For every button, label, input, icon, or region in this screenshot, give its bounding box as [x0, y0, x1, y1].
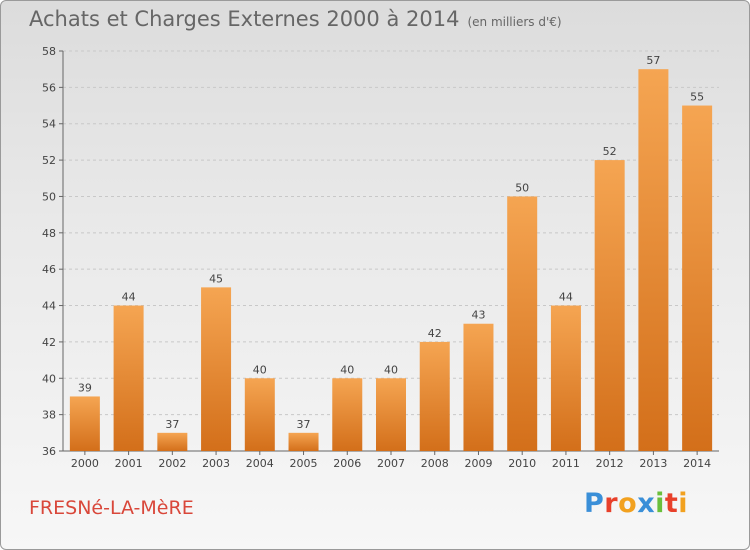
bar-2006 — [332, 378, 363, 451]
logo-letter: r — [604, 488, 619, 519]
data-label-2000: 39 — [78, 381, 92, 394]
bar-2002 — [157, 432, 188, 451]
logo-letter: x — [637, 488, 656, 519]
bar-2013 — [638, 69, 669, 451]
data-label-2005: 37 — [297, 418, 311, 431]
logo-letter: i — [678, 488, 689, 519]
data-label-2006: 40 — [340, 363, 354, 376]
bar-2012 — [594, 160, 625, 451]
y-tick-label: 48 — [42, 227, 56, 240]
data-label-2003: 45 — [209, 272, 223, 285]
bars — [69, 69, 713, 451]
proxiti-logo: Proxiti — [584, 488, 688, 519]
x-tick-label-2000: 2000 — [71, 457, 99, 470]
data-label-2012: 52 — [603, 145, 617, 158]
data-label-2008: 42 — [428, 327, 442, 340]
y-tick-label: 40 — [42, 372, 56, 385]
y-tick-label: 50 — [42, 190, 56, 203]
data-label-2004: 40 — [253, 363, 267, 376]
bar-2008 — [419, 341, 450, 451]
x-tick-label-2007: 2007 — [377, 457, 405, 470]
x-tick-label-2006: 2006 — [333, 457, 361, 470]
bar-2004 — [244, 378, 275, 451]
y-tick-label: 42 — [42, 336, 56, 349]
bar-2001 — [113, 305, 144, 451]
bar-2000 — [69, 396, 100, 451]
logo-letter: P — [584, 488, 605, 519]
y-tick-label: 56 — [42, 81, 56, 94]
x-tick-label-2004: 2004 — [246, 457, 274, 470]
data-label-2001: 44 — [122, 291, 136, 304]
bar-2010 — [507, 196, 538, 451]
x-tick-label-2001: 2001 — [115, 457, 143, 470]
data-label-2009: 43 — [471, 309, 485, 322]
y-tick-label: 58 — [42, 45, 56, 58]
x-tick-label-2009: 2009 — [464, 457, 492, 470]
y-tick-label: 44 — [42, 300, 56, 313]
bar-2009 — [463, 323, 494, 451]
chart-unit-label: (en milliers d'€) — [467, 15, 562, 29]
bar-2007 — [376, 378, 406, 451]
x-tick-label-2013: 2013 — [639, 457, 667, 470]
logo-letter: t — [664, 488, 679, 519]
logo-letter: i — [655, 488, 665, 519]
y-tick-label: 36 — [42, 445, 56, 458]
data-label-2010: 50 — [515, 181, 529, 194]
data-label-2002: 37 — [165, 418, 179, 431]
y-tick-label: 54 — [42, 118, 56, 131]
bar-2011 — [550, 305, 581, 451]
x-tick-label-2003: 2003 — [202, 457, 230, 470]
town-name: FRESNé-LA-MèRE — [29, 497, 194, 519]
x-tick-label-2012: 2012 — [596, 457, 624, 470]
chart-title: Achats et Charges Externes 2000 à 2014 (e… — [29, 7, 562, 31]
chart-title-text: Achats et Charges Externes 2000 à 2014 — [29, 7, 460, 31]
labels: 36 38 40 42 44 46 48 50 52 54 56 58 39 2000 44 2001 37 20… — [42, 45, 711, 470]
y-tick-label: 46 — [42, 263, 56, 276]
data-label-2007: 40 — [384, 363, 398, 376]
y-tick-label: 38 — [42, 409, 56, 422]
x-tick-label-2011: 2011 — [552, 457, 580, 470]
x-tick-label-2008: 2008 — [421, 457, 449, 470]
data-label-2014: 55 — [690, 91, 704, 104]
data-label-2011: 44 — [559, 291, 573, 304]
x-tick-label-2002: 2002 — [158, 457, 186, 470]
logo-letter: o — [618, 488, 638, 519]
x-tick-label-2014: 2014 — [683, 457, 711, 470]
bar-2014 — [682, 105, 713, 451]
x-tick-label-2010: 2010 — [508, 457, 536, 470]
x-tick-label-2005: 2005 — [290, 457, 318, 470]
bar-2005 — [288, 432, 319, 451]
bar-2003 — [201, 287, 232, 451]
y-tick-label: 52 — [42, 154, 56, 167]
data-label-2013: 57 — [646, 54, 660, 67]
